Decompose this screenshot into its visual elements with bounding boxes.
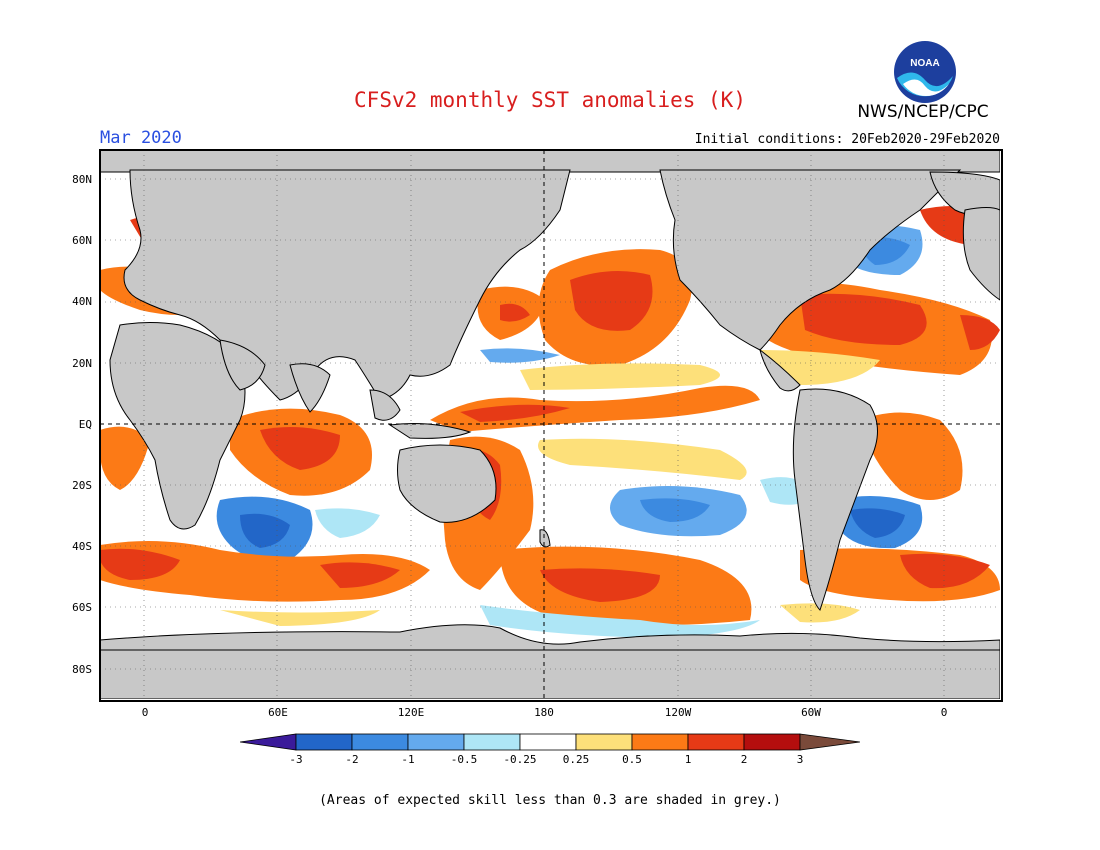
map-title: CFSv2 monthly SST anomalies (K) [354, 88, 746, 112]
lon-label: 0 [940, 706, 948, 719]
colorbar-bin [743, 733, 801, 751]
colorbar-label: 1 [684, 753, 692, 766]
colorbar-bin [463, 733, 521, 751]
colorbar-label: -0.25 [503, 753, 537, 766]
colorbar-label: -0.5 [450, 753, 478, 766]
lon-label: 0 [141, 706, 149, 719]
noaa-logo-text: NOAA [910, 58, 939, 69]
colorbar-label: 3 [796, 753, 804, 766]
lat-label: 60N [72, 234, 92, 247]
anomaly-fields [100, 178, 1000, 638]
colorbar-arrow-low [239, 733, 297, 751]
lat-label: 40S [72, 540, 92, 553]
skill-footnote: (Areas of expected skill less than 0.3 a… [319, 793, 781, 808]
lat-label: 40N [72, 295, 92, 308]
lat-label: 80S [72, 663, 92, 676]
colorbar [239, 733, 861, 751]
lon-label: 180 [534, 706, 554, 719]
colorbar-label: 0.5 [622, 753, 642, 766]
gridlines [100, 150, 1000, 699]
noaa-logo: NOAA [893, 40, 957, 104]
colorbar-label: -3 [289, 753, 303, 766]
land-masses [100, 150, 1000, 699]
sst-anomaly-map [100, 150, 1000, 699]
lat-label: 80N [72, 173, 92, 186]
colorbar-bin [519, 733, 577, 751]
colorbar-label: 0.25 [562, 753, 590, 766]
lon-label: 120E [397, 706, 425, 719]
agency-label: NWS/NCEP/CPC [857, 102, 989, 122]
lon-label: 60W [801, 706, 821, 719]
forecast-month: Mar 2020 [100, 128, 182, 148]
lat-label: 20N [72, 357, 92, 370]
lat-label: 20S [72, 479, 92, 492]
colorbar-bin [295, 733, 353, 751]
colorbar-bin [407, 733, 465, 751]
colorbar-bin [687, 733, 745, 751]
colorbar-label: -1 [401, 753, 415, 766]
colorbar-arrow-high [799, 733, 861, 751]
colorbar-label: 2 [740, 753, 748, 766]
colorbar-bin [575, 733, 633, 751]
colorbar-bin [631, 733, 689, 751]
lat-label: 60S [72, 601, 92, 614]
lon-label: 60E [268, 706, 288, 719]
lon-label: 120W [664, 706, 692, 719]
initial-conditions: Initial conditions: 20Feb2020-29Feb2020 [694, 132, 1000, 147]
lat-label: EQ [78, 418, 92, 431]
colorbar-bin [351, 733, 409, 751]
colorbar-label: -2 [345, 753, 359, 766]
